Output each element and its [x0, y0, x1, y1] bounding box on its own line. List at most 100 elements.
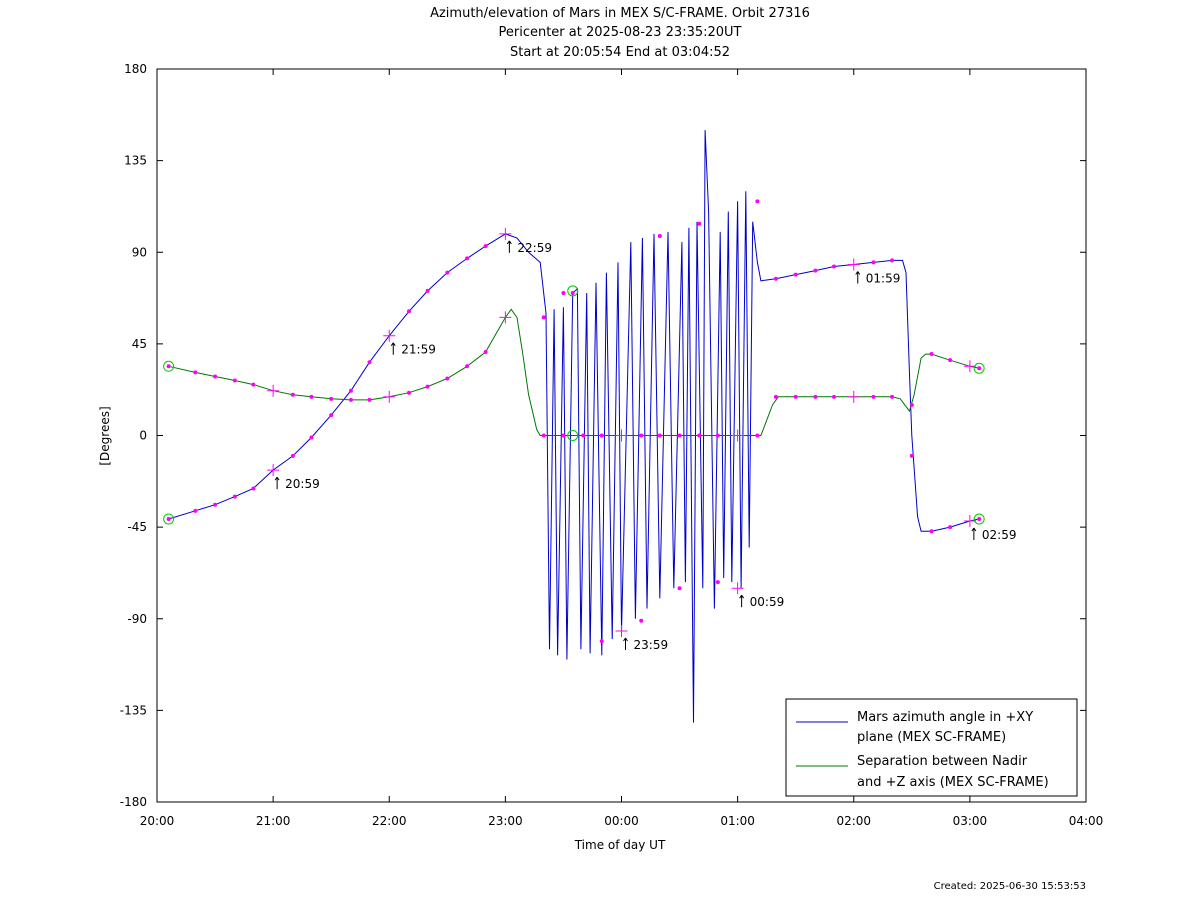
- x-tick-label: 22:00: [372, 814, 407, 828]
- data-marker: [445, 376, 450, 381]
- data-marker: [251, 382, 256, 387]
- data-marker: [251, 486, 256, 491]
- start-end-circle: [567, 430, 579, 441]
- data-marker: [348, 397, 353, 402]
- data-marker: [832, 394, 837, 399]
- legend-box: [785, 698, 1078, 797]
- data-marker: [657, 433, 662, 438]
- start-end-circle: [567, 285, 579, 297]
- hour-cross-marker: [963, 360, 976, 373]
- data-marker: [871, 394, 876, 399]
- annotation-arrow: [506, 240, 512, 253]
- time-annotation: 21:59: [401, 343, 436, 357]
- legend-label-separation-line1: Separation between Nadir: [857, 754, 1028, 769]
- data-marker: [909, 402, 914, 407]
- y-tick-label: 45: [132, 337, 147, 351]
- data-marker: [773, 394, 778, 399]
- hour-cross-marker: [963, 515, 976, 528]
- legend-label-azimuth-line1: Mars azimuth angle in +XY: [857, 710, 1033, 725]
- chart-subtitle-pericenter: Pericenter at 2025-08-23 23:35:20UT: [498, 25, 741, 40]
- hour-cross-marker: [731, 429, 744, 442]
- data-marker: [465, 256, 470, 261]
- data-marker: [890, 394, 895, 399]
- data-marker: [813, 394, 818, 399]
- plot-area: 20:00 21:00 22:00 23:00 00:00 01:00 02:00 03:00…: [120, 62, 1104, 828]
- data-marker: [793, 394, 798, 399]
- start-end-circle: [973, 513, 985, 525]
- data-marker: [948, 358, 953, 363]
- data-marker: [166, 364, 171, 369]
- hour-cross-marker: [267, 464, 280, 477]
- series-line-azimuth: [168, 130, 980, 723]
- data-marker: [715, 580, 720, 585]
- y-tick-label: -90: [127, 612, 147, 626]
- data-marker: [715, 433, 720, 438]
- data-marker: [367, 360, 372, 365]
- x-axis-label: Time of day UT: [574, 838, 666, 852]
- chart-title: Azimuth/elevation of Mars in MEX S/C-FRA…: [430, 6, 810, 21]
- time-annotation: 20:59: [285, 477, 320, 491]
- data-marker: [348, 388, 353, 393]
- data-marker: [599, 433, 604, 438]
- data-marker: [793, 272, 798, 277]
- data-marker: [213, 374, 218, 379]
- data-marker: [561, 433, 566, 438]
- data-marker: [977, 516, 982, 521]
- time-annotation: 23:59: [634, 638, 669, 652]
- annotation-arrow: [739, 594, 745, 608]
- data-marker: [570, 290, 575, 295]
- data-marker: [755, 199, 760, 204]
- x-tick-label: 02:00: [836, 814, 871, 828]
- chart-subtitle-start-end: Start at 20:05:54 End at 03:04:52: [510, 45, 730, 60]
- time-annotation: 22:59: [517, 241, 552, 255]
- x-tick-label: 03:00: [953, 814, 988, 828]
- data-marker: [483, 244, 488, 249]
- data-marker: [541, 433, 546, 438]
- hour-cross-marker: [615, 429, 628, 442]
- data-marker: [406, 390, 411, 395]
- data-marker: [948, 525, 953, 530]
- data-marker: [465, 364, 470, 369]
- data-marker: [425, 384, 430, 389]
- time-annotation: 01:59: [866, 271, 901, 285]
- data-marker: [929, 352, 934, 357]
- hour-cross-marker: [847, 258, 860, 271]
- y-axis-label: [Degrees]: [98, 406, 112, 465]
- data-marker: [309, 394, 314, 399]
- annotation-arrow: [971, 527, 977, 541]
- data-marker: [755, 433, 760, 438]
- created-timestamp: Created: 2025-06-30 15:53:53: [934, 881, 1086, 892]
- hour-cross-marker: [499, 311, 512, 324]
- hour-cross-marker: [731, 582, 744, 595]
- x-tick-label: 04:00: [1069, 814, 1104, 828]
- data-marker: [813, 268, 818, 273]
- y-tick-label: -135: [120, 703, 147, 717]
- y-tick-label: -45: [127, 520, 147, 534]
- plot-frame: [156, 68, 1087, 803]
- x-tick-label: 21:00: [256, 814, 291, 828]
- data-marker: [561, 290, 566, 295]
- y-tick-label: 0: [139, 429, 147, 443]
- data-marker: [697, 433, 702, 438]
- data-marker: [329, 413, 334, 418]
- data-marker: [890, 258, 895, 263]
- hour-cross-marker: [383, 329, 396, 342]
- data-marker: [309, 435, 314, 440]
- data-marker: [871, 260, 876, 265]
- hour-cross-marker: [267, 384, 280, 397]
- data-marker: [367, 397, 372, 402]
- time-annotation: 00:59: [750, 595, 785, 609]
- data-marker: [909, 453, 914, 458]
- data-marker: [773, 276, 778, 281]
- annotation-arrow: [274, 476, 280, 490]
- hour-cross-marker: [847, 390, 860, 403]
- data-marker: [677, 433, 682, 438]
- series-line-separation: [168, 308, 980, 436]
- data-marker: [290, 453, 295, 458]
- data-marker: [977, 366, 982, 371]
- x-tick-label: 00:00: [604, 814, 639, 828]
- data-marker: [406, 309, 411, 314]
- legend-label-separation-line2: and +Z axis (MEX SC-FRAME): [857, 775, 1049, 790]
- x-tick-label: 23:00: [488, 814, 523, 828]
